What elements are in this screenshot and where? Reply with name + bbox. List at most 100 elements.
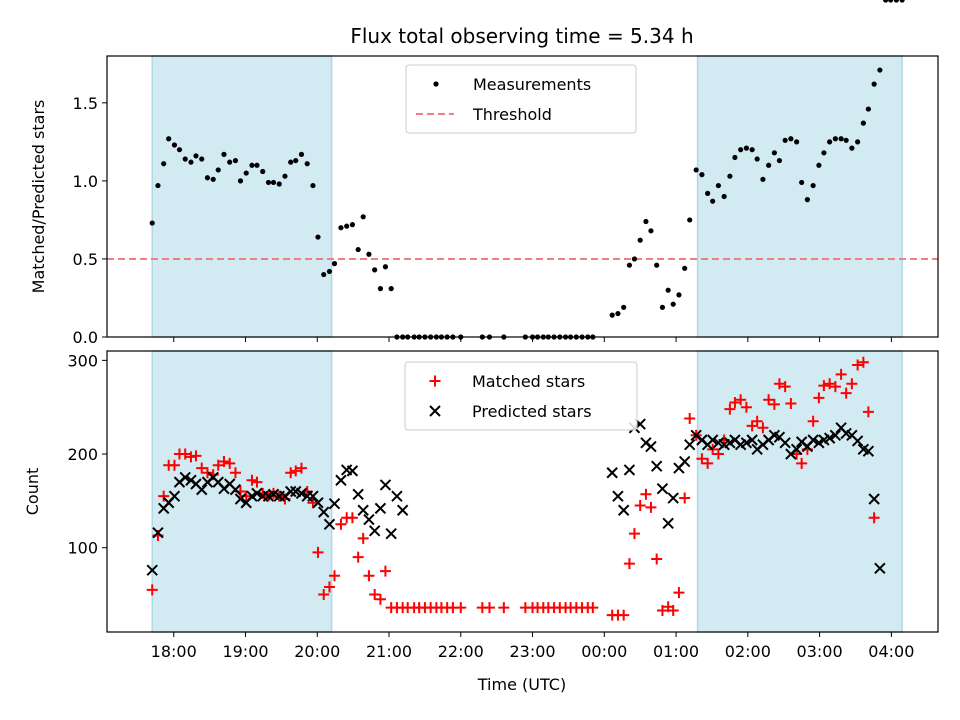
x-axis-label: Time (UTC) [477,675,566,694]
point-matched-stars [335,518,347,530]
point-measurements [382,264,389,270]
point-predicted-stars [312,497,324,509]
point-measurements [687,217,693,223]
point-measurements [232,157,239,164]
point-measurements [659,304,666,310]
point-matched-stars [623,558,635,570]
point-measurements [338,225,344,231]
point-predicted-stars [357,504,369,516]
point-predicted-stars [335,474,347,486]
point-measurements [883,0,889,3]
point-measurements [237,178,244,184]
legend-label-measurements: Measurements [473,75,591,94]
point-matched-stars [667,604,679,616]
point-matched-stars [768,398,780,410]
point-matched-stars [201,467,213,479]
point-measurements [699,172,705,178]
point-predicted-stars [307,490,319,502]
point-matched-stars [318,589,330,601]
point-predicted-stars [374,502,387,515]
x-tick-label: 23:00 [509,642,555,661]
point-predicted-stars [196,483,208,496]
point-predicted-stars [328,497,341,510]
point-predicted-stars [740,437,753,449]
point-predicted-stars [295,487,308,500]
x-tick-label: 00:00 [581,642,627,661]
x-tick-label: 19:00 [222,642,268,661]
point-predicted-stars [612,490,624,502]
point-measurements [665,287,671,293]
point-measurements [843,137,849,143]
point-measurements [804,197,810,203]
point-measurements [282,173,288,179]
point-measurements [355,246,361,253]
point-measurements [609,312,615,318]
point-matched-stars [587,602,599,614]
x-tick-label: 03:00 [797,642,843,661]
point-predicted-stars [746,434,758,446]
point-matched-stars [455,602,467,614]
point-predicted-stars [179,471,191,484]
point-measurements [721,193,727,200]
point-matched-stars [498,602,510,614]
point-measurements [899,0,905,3]
point-predicted-stars [862,445,875,457]
axes-frame [106,55,939,338]
point-matched-stars [285,467,297,479]
point-matched-stars [840,387,852,399]
point-measurements [199,156,205,162]
point-measurements [265,179,272,186]
x-tick-label: 02:00 [725,642,771,661]
point-measurements [349,222,356,228]
point-measurements [794,139,800,145]
point-measurements [161,161,167,167]
point-predicted-stars [168,490,181,502]
point-measurements [227,159,233,165]
point-measurements [621,304,627,310]
point-measurements [360,214,366,220]
point-matched-stars [724,403,736,415]
x-tick-label: 22:00 [438,642,484,661]
point-predicted-stars [779,437,791,449]
point-measurements [182,156,188,162]
ratio-panel: 0.0 0.5 1.0 1.5 Matched/Predicted stars Measu… [29,0,939,347]
chart-title: Flux total observing time = 5.34 h [350,24,693,48]
point-measurements [766,162,772,168]
point-measurements [193,153,199,159]
point-predicted-stars [706,434,719,446]
point-predicted-stars [368,525,381,537]
point-matched-stars [645,501,657,513]
shaded-interval-2 [696,350,903,633]
point-matched-stars [763,394,775,406]
point-matched-stars [702,457,714,469]
point-measurements [155,182,161,189]
point-matched-stars [679,492,691,504]
point-matched-stars [712,448,724,460]
y-axis-label: Matched/Predicted stars [29,100,48,294]
legend-label-predicted-stars: Predicted stars [472,402,592,421]
point-predicted-stars [829,429,842,442]
point-measurements [676,292,682,298]
point-matched-stars [835,368,847,380]
point-measurements [760,176,766,182]
point-matched-stars [868,512,880,524]
y-tick-label: 300 [67,351,98,370]
y-tick-label: 0.0 [73,328,98,347]
y-tick-label: 200 [67,445,98,464]
point-matched-stars [352,551,364,563]
legend-marker-measurements [433,81,439,87]
point-measurements [738,147,744,153]
point-matched-stars [379,565,391,577]
point-measurements [243,170,249,176]
point-measurements [749,147,755,153]
point-measurements [788,136,794,142]
point-measurements [782,137,788,143]
x-tick-label: 01:00 [653,642,699,661]
point-measurements [615,310,621,317]
legend: Matched stars Predicted stars [404,361,638,431]
point-matched-stars [374,593,386,605]
point-measurements [637,237,643,243]
point-matched-stars [483,602,495,614]
point-matched-stars [179,448,191,460]
point-matched-stars [196,462,208,474]
